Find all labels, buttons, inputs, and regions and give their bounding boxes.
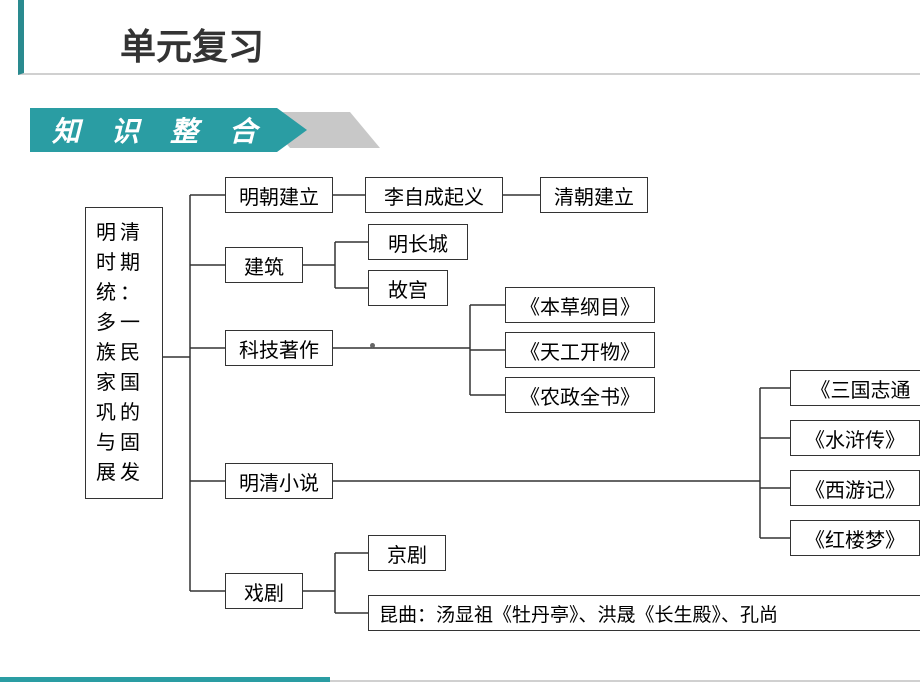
footer-line xyxy=(0,676,920,682)
node-n14: 《西游记》 xyxy=(790,470,920,506)
node-n7: 科技著作 xyxy=(225,330,333,366)
node-n9: 《天工开物》 xyxy=(505,332,655,368)
dot-decor xyxy=(370,343,375,348)
node-n11: 明清小说 xyxy=(225,463,333,499)
node-n16: 戏剧 xyxy=(225,573,303,609)
node-n6: 故宫 xyxy=(368,270,448,306)
root-col-2: 清期：一民国的固发 xyxy=(118,218,142,488)
node-n10: 《农政全书》 xyxy=(505,377,655,413)
section-banner: 知 识 整 合 xyxy=(30,108,277,152)
node-n13: 《水浒传》 xyxy=(790,420,920,456)
section-label: 知 识 整 合 xyxy=(30,108,277,152)
node-n15: 《红楼梦》 xyxy=(790,520,920,556)
root-node: 明时统多族家巩与展清期：一民国的固发 xyxy=(85,207,163,499)
node-n1: 明朝建立 xyxy=(225,177,333,213)
root-col-1: 明时统多族家巩与展 xyxy=(94,218,118,488)
node-n17: 京剧 xyxy=(368,535,446,571)
footer-teal xyxy=(0,677,330,682)
page-title: 单元复习 xyxy=(120,18,264,70)
node-n4: 建筑 xyxy=(225,247,303,283)
node-n12: 《三国志通 xyxy=(790,370,920,406)
node-n2: 李自成起义 xyxy=(365,177,503,213)
node-n18: 昆曲：汤显祖《牡丹亭》、洪晟《长生殿》、孔尚 xyxy=(368,595,920,631)
node-n3: 清朝建立 xyxy=(540,177,648,213)
concept-diagram: 明时统多族家巩与展清期：一民国的固发 明朝建立李自成起义 清朝建立建筑 明长城故宫科… xyxy=(0,165,920,690)
node-n5: 明长城 xyxy=(368,224,468,260)
node-n8: 《本草纲目》 xyxy=(505,287,655,323)
